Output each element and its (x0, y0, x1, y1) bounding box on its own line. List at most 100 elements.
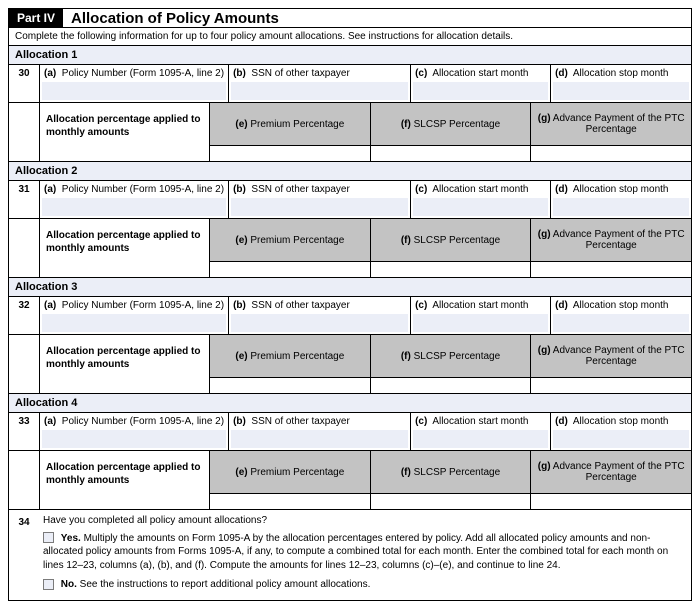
col-g: (g) Advance Payment of the PTC Percentag… (530, 219, 691, 277)
col-a: (a) Policy Number (Form 1095-A, line 2) (39, 413, 228, 450)
col-c-label: (c) Allocation start month (411, 413, 550, 430)
allocation-header: Allocation 1 (9, 46, 691, 65)
col-e: (e) Premium Percentage (209, 335, 370, 393)
allocation-row2: Allocation percentage applied to monthly… (9, 103, 691, 162)
col-b: (b) SSN of other taxpayer (228, 297, 410, 334)
col-e: (e) Premium Percentage (209, 219, 370, 277)
allocation-pct-label: Allocation percentage applied to monthly… (39, 451, 209, 509)
allocation-row1: 32 (a) Policy Number (Form 1095-A, line … (9, 297, 691, 335)
start-month-input[interactable] (413, 430, 548, 448)
premium-pct-input[interactable] (210, 145, 370, 161)
premium-pct-input[interactable] (210, 493, 370, 509)
col-g-label: (g) Advance Payment of the PTC Percentag… (531, 219, 691, 261)
policy-number-input[interactable] (42, 198, 226, 216)
col-g: (g) Advance Payment of the PTC Percentag… (530, 451, 691, 509)
col-a: (a) Policy Number (Form 1095-A, line 2) (39, 65, 228, 102)
part-header: Part IV Allocation of Policy Amounts (9, 9, 691, 28)
slcsp-pct-input[interactable] (371, 493, 531, 509)
ssn-input[interactable] (231, 198, 408, 216)
col-c: (c) Allocation start month (410, 65, 550, 102)
part-instructions: Complete the following information for u… (9, 28, 691, 46)
allocation-row1: 30 (a) Policy Number (Form 1095-A, line … (9, 65, 691, 103)
col-a: (a) Policy Number (Form 1095-A, line 2) (39, 181, 228, 218)
allocation-row2: Allocation percentage applied to monthly… (9, 219, 691, 278)
col-f-label: (f) SLCSP Percentage (371, 451, 531, 493)
col-f: (f) SLCSP Percentage (370, 335, 531, 393)
col-c-label: (c) Allocation start month (411, 181, 550, 198)
col-a-label: (a) Policy Number (Form 1095-A, line 2) (40, 413, 228, 430)
col-d: (d) Allocation stop month (550, 413, 691, 450)
advance-ptc-pct-input[interactable] (531, 493, 691, 509)
premium-pct-input[interactable] (210, 261, 370, 277)
line-number: 33 (9, 413, 39, 450)
slcsp-pct-input[interactable] (371, 261, 531, 277)
form-part-iv: Part IV Allocation of Policy Amounts Com… (8, 8, 692, 601)
policy-number-input[interactable] (42, 82, 226, 100)
allocation-pct-label: Allocation percentage applied to monthly… (39, 103, 209, 161)
col-a-label: (a) Policy Number (Form 1095-A, line 2) (40, 65, 228, 82)
stop-month-input[interactable] (553, 198, 689, 216)
col-d-label: (d) Allocation stop month (551, 413, 691, 430)
col-b-label: (b) SSN of other taxpayer (229, 181, 410, 198)
start-month-input[interactable] (413, 314, 548, 332)
col-f: (f) SLCSP Percentage (370, 103, 531, 161)
premium-pct-input[interactable] (210, 377, 370, 393)
ssn-input[interactable] (231, 430, 408, 448)
col-f-label: (f) SLCSP Percentage (371, 219, 531, 261)
allocation-row2: Allocation percentage applied to monthly… (9, 335, 691, 394)
col-f: (f) SLCSP Percentage (370, 219, 531, 277)
yes-label: Yes. (61, 533, 81, 544)
col-d-label: (d) Allocation stop month (551, 65, 691, 82)
col-c: (c) Allocation start month (410, 413, 550, 450)
allocation-header: Allocation 4 (9, 394, 691, 413)
allocation-pct-label: Allocation percentage applied to monthly… (39, 335, 209, 393)
col-g-label: (g) Advance Payment of the PTC Percentag… (531, 451, 691, 493)
q34-body: Have you completed all policy amount all… (39, 514, 691, 596)
slcsp-pct-input[interactable] (371, 377, 531, 393)
ssn-input[interactable] (231, 314, 408, 332)
advance-ptc-pct-input[interactable] (531, 145, 691, 161)
col-e-label: (e) Premium Percentage (210, 103, 370, 145)
start-month-input[interactable] (413, 198, 548, 216)
col-b-label: (b) SSN of other taxpayer (229, 413, 410, 430)
col-c-label: (c) Allocation start month (411, 297, 550, 314)
col-b: (b) SSN of other taxpayer (228, 181, 410, 218)
col-b-label: (b) SSN of other taxpayer (229, 297, 410, 314)
policy-number-input[interactable] (42, 314, 226, 332)
allocation-header: Allocation 2 (9, 162, 691, 181)
line-number: 32 (9, 297, 39, 334)
line-number: 31 (9, 181, 39, 218)
no-checkbox[interactable] (43, 579, 54, 590)
part-badge: Part IV (9, 9, 63, 27)
policy-number-input[interactable] (42, 430, 226, 448)
col-e: (e) Premium Percentage (209, 451, 370, 509)
line-number: 34 (9, 514, 39, 596)
col-a-label: (a) Policy Number (Form 1095-A, line 2) (40, 181, 228, 198)
stop-month-input[interactable] (553, 82, 689, 100)
col-c: (c) Allocation start month (410, 181, 550, 218)
col-g: (g) Advance Payment of the PTC Percentag… (530, 103, 691, 161)
col-d: (d) Allocation stop month (550, 297, 691, 334)
col-e-label: (e) Premium Percentage (210, 335, 370, 377)
col-d-label: (d) Allocation stop month (551, 297, 691, 314)
yes-checkbox[interactable] (43, 532, 54, 543)
col-a: (a) Policy Number (Form 1095-A, line 2) (39, 297, 228, 334)
no-label: No. (61, 579, 77, 590)
col-d: (d) Allocation stop month (550, 181, 691, 218)
col-e-label: (e) Premium Percentage (210, 451, 370, 493)
col-c-label: (c) Allocation start month (411, 65, 550, 82)
col-c: (c) Allocation start month (410, 297, 550, 334)
col-f-label: (f) SLCSP Percentage (371, 103, 531, 145)
col-e-label: (e) Premium Percentage (210, 219, 370, 261)
ssn-input[interactable] (231, 82, 408, 100)
advance-ptc-pct-input[interactable] (531, 377, 691, 393)
advance-ptc-pct-input[interactable] (531, 261, 691, 277)
stop-month-input[interactable] (553, 314, 689, 332)
col-d: (d) Allocation stop month (550, 65, 691, 102)
col-g-label: (g) Advance Payment of the PTC Percentag… (531, 335, 691, 377)
stop-month-input[interactable] (553, 430, 689, 448)
start-month-input[interactable] (413, 82, 548, 100)
allocation-pct-label: Allocation percentage applied to monthly… (39, 219, 209, 277)
slcsp-pct-input[interactable] (371, 145, 531, 161)
col-a-label: (a) Policy Number (Form 1095-A, line 2) (40, 297, 228, 314)
